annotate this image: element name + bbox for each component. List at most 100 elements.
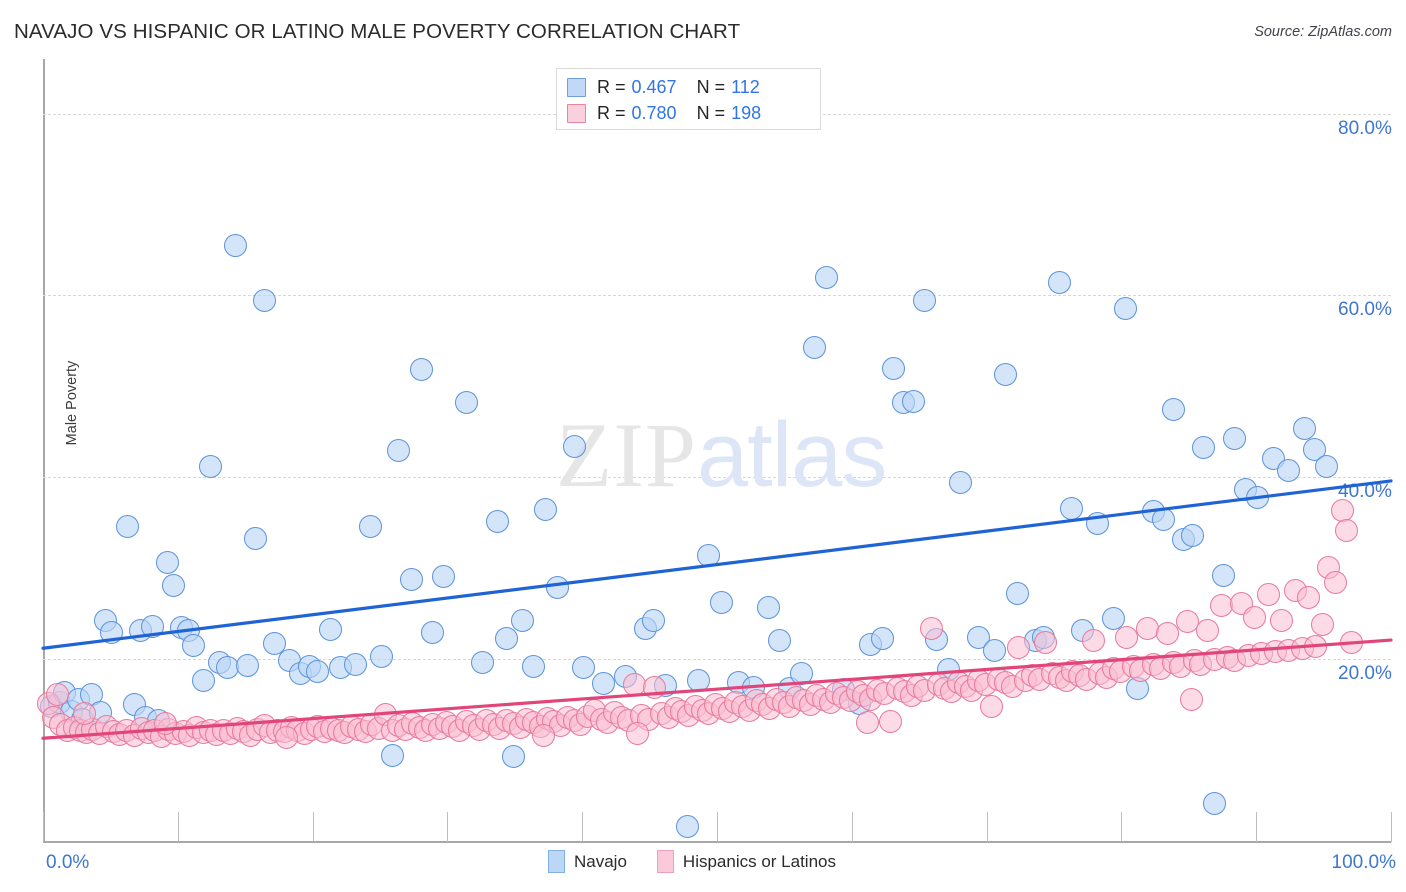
data-point-navajo[interactable] bbox=[182, 634, 206, 657]
data-point-navajo[interactable] bbox=[116, 514, 140, 538]
data-point-navajo[interactable] bbox=[410, 358, 434, 382]
data-point-navajo[interactable] bbox=[344, 653, 368, 677]
legend-label-hispanic: Hispanics or Latinos bbox=[682, 851, 836, 871]
legend-swatch-navajo bbox=[548, 850, 565, 873]
data-point-navajo[interactable] bbox=[709, 591, 733, 615]
data-point-hispanic[interactable] bbox=[1310, 613, 1334, 637]
data-point-hispanic[interactable] bbox=[1155, 622, 1179, 646]
legend-item-hispanic[interactable]: Hispanics or Latinos bbox=[656, 850, 836, 873]
data-point-navajo[interactable] bbox=[224, 233, 248, 257]
data-point-hispanic[interactable] bbox=[1081, 628, 1105, 652]
data-point-navajo[interactable] bbox=[1181, 523, 1205, 547]
data-point-navajo[interactable] bbox=[1162, 398, 1186, 422]
data-point-navajo[interactable] bbox=[155, 551, 179, 575]
data-point-hispanic[interactable] bbox=[1340, 631, 1364, 655]
data-point-hispanic[interactable] bbox=[919, 616, 943, 640]
data-point-hispanic[interactable] bbox=[1304, 634, 1327, 658]
data-point-navajo[interactable] bbox=[814, 265, 838, 289]
data-point-navajo[interactable] bbox=[318, 617, 342, 641]
data-point-navajo[interactable] bbox=[306, 660, 330, 684]
data-point-navajo[interactable] bbox=[675, 814, 699, 838]
data-point-navajo[interactable] bbox=[252, 289, 276, 313]
data-point-navajo[interactable] bbox=[1223, 426, 1247, 450]
data-point-navajo[interactable] bbox=[380, 744, 404, 768]
stats-n-value-hispanic: 198 bbox=[731, 102, 762, 123]
data-point-navajo[interactable] bbox=[534, 497, 558, 521]
data-point-navajo[interactable] bbox=[1293, 416, 1317, 440]
data-point-navajo[interactable] bbox=[642, 609, 666, 633]
data-point-navajo[interactable] bbox=[1151, 507, 1175, 531]
data-point-navajo[interactable] bbox=[562, 434, 586, 458]
data-point-hispanic[interactable] bbox=[1034, 631, 1058, 655]
data-point-hispanic[interactable] bbox=[275, 725, 299, 749]
data-point-navajo[interactable] bbox=[511, 609, 535, 633]
data-point-navajo[interactable] bbox=[1085, 512, 1109, 536]
data-point-navajo[interactable] bbox=[802, 335, 826, 359]
data-point-navajo[interactable] bbox=[993, 363, 1017, 387]
data-point-hispanic[interactable] bbox=[1115, 625, 1139, 649]
legend-swatch-hispanic bbox=[656, 850, 674, 873]
data-point-navajo[interactable] bbox=[756, 595, 780, 619]
data-point-navajo[interactable] bbox=[1246, 485, 1270, 509]
data-point-navajo[interactable] bbox=[592, 672, 616, 696]
data-point-navajo[interactable] bbox=[790, 662, 814, 686]
data-point-hispanic[interactable] bbox=[625, 722, 649, 746]
data-point-hispanic[interactable] bbox=[1007, 635, 1031, 659]
data-point-navajo[interactable] bbox=[913, 289, 937, 313]
data-point-navajo[interactable] bbox=[1060, 496, 1084, 520]
data-point-navajo[interactable] bbox=[244, 526, 268, 550]
data-point-navajo[interactable] bbox=[697, 543, 721, 567]
data-point-navajo[interactable] bbox=[191, 669, 215, 693]
data-point-hispanic[interactable] bbox=[1335, 519, 1359, 543]
data-point-hispanic[interactable] bbox=[1270, 609, 1294, 633]
data-point-hispanic[interactable] bbox=[1297, 585, 1321, 609]
data-point-navajo[interactable] bbox=[421, 621, 445, 645]
data-point-navajo[interactable] bbox=[767, 629, 791, 653]
data-point-hispanic[interactable] bbox=[980, 694, 1004, 718]
data-point-navajo[interactable] bbox=[1113, 296, 1137, 320]
data-point-navajo[interactable] bbox=[359, 514, 383, 538]
data-point-hispanic[interactable] bbox=[1256, 583, 1280, 607]
data-point-navajo[interactable] bbox=[1314, 454, 1338, 478]
data-point-navajo[interactable] bbox=[522, 654, 546, 678]
data-point-navajo[interactable] bbox=[501, 744, 525, 768]
data-point-navajo[interactable] bbox=[1192, 435, 1216, 459]
data-point-navajo[interactable] bbox=[162, 573, 186, 597]
source-attribution: Source: ZipAtlas.com bbox=[1254, 24, 1392, 40]
data-point-navajo[interactable] bbox=[399, 567, 423, 591]
data-point-hispanic[interactable] bbox=[1324, 571, 1348, 595]
data-point-hispanic[interactable] bbox=[531, 724, 555, 748]
data-point-navajo[interactable] bbox=[140, 614, 164, 638]
data-point-navajo[interactable] bbox=[882, 356, 906, 380]
data-point-hispanic[interactable] bbox=[879, 710, 903, 734]
data-point-navajo[interactable] bbox=[686, 669, 710, 693]
data-point-navajo[interactable] bbox=[454, 391, 478, 415]
data-point-navajo[interactable] bbox=[902, 390, 926, 414]
data-point-navajo[interactable] bbox=[1202, 792, 1226, 816]
data-point-navajo[interactable] bbox=[495, 626, 519, 650]
data-point-hispanic[interactable] bbox=[1179, 687, 1203, 711]
data-point-navajo[interactable] bbox=[1047, 271, 1071, 295]
data-point-navajo[interactable] bbox=[369, 644, 393, 668]
data-point-navajo[interactable] bbox=[546, 575, 570, 599]
data-point-navajo[interactable] bbox=[1302, 437, 1326, 461]
data-point-navajo[interactable] bbox=[236, 654, 260, 677]
data-point-navajo[interactable] bbox=[1277, 458, 1301, 482]
data-point-hispanic[interactable] bbox=[1243, 605, 1267, 629]
data-point-navajo[interactable] bbox=[431, 564, 455, 588]
data-point-navajo[interactable] bbox=[1212, 563, 1236, 587]
data-point-navajo[interactable] bbox=[470, 651, 494, 675]
legend-item-navajo[interactable]: Navajo bbox=[548, 850, 627, 873]
data-point-navajo[interactable] bbox=[100, 621, 124, 645]
data-point-hispanic[interactable] bbox=[856, 711, 880, 735]
data-point-navajo[interactable] bbox=[949, 471, 973, 495]
data-point-navajo[interactable] bbox=[485, 510, 509, 534]
data-point-hispanic[interactable] bbox=[1135, 616, 1159, 640]
data-point-navajo[interactable] bbox=[387, 438, 411, 462]
data-point-navajo[interactable] bbox=[1006, 582, 1030, 606]
data-point-navajo[interactable] bbox=[871, 626, 895, 650]
data-point-hispanic[interactable] bbox=[1196, 618, 1220, 642]
data-point-navajo[interactable] bbox=[572, 655, 596, 679]
data-point-navajo[interactable] bbox=[198, 454, 222, 478]
y-axis-line bbox=[43, 59, 45, 842]
